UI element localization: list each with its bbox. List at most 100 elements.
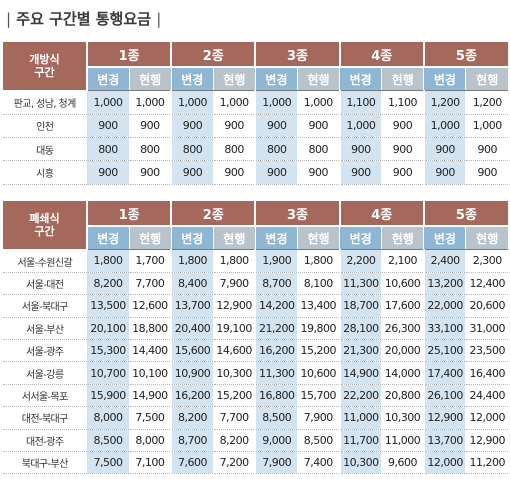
current-fare-cell: 1,800: [296, 249, 340, 273]
new-fare-cell: 900: [422, 137, 466, 162]
new-fare-cell: 14,900: [338, 361, 382, 385]
new-fare-cell: 8,200: [170, 406, 214, 430]
title-text: 주요 구간별 통행요금: [16, 10, 151, 28]
current-fare-cell: 2,100: [381, 249, 424, 273]
new-fare-cell: 800: [170, 137, 214, 162]
new-fare-cell: 21,300: [338, 339, 382, 363]
new-fare-header: 변경: [254, 67, 298, 91]
new-fare-header: 변경: [423, 67, 466, 91]
class-header: 5종: [422, 201, 509, 227]
current-fare-cell: 13,400: [296, 294, 340, 318]
current-fare-cell: 900: [296, 114, 340, 139]
class-header: 3종: [254, 201, 340, 227]
current-fare-cell: 11,200: [465, 451, 509, 475]
new-fare-header: 변경: [170, 67, 214, 91]
class-header: 3종: [254, 42, 340, 68]
new-fare-cell: 9,000: [254, 429, 298, 453]
new-fare-cell: 26,100: [422, 384, 466, 408]
current-fare-cell: 7,700: [212, 406, 256, 430]
new-fare-cell: 11,000: [338, 406, 382, 430]
section-label: 서울-광주: [3, 339, 88, 363]
new-fare-cell: 900: [338, 160, 382, 185]
new-fare-cell: 12,900: [422, 406, 466, 430]
table-row: 시흥 900 900 900 900 900 900 900 900 900 900: [3, 160, 509, 185]
current-fare-cell: 2,300: [465, 249, 509, 273]
new-fare-cell: 900: [254, 114, 298, 139]
table-row: 북대구-부산 7,500 7,100 7,600 7,200 7,900 7,400 10,3…: [3, 451, 509, 475]
current-fare-cell: 1,700: [128, 249, 172, 273]
current-fare-cell: 12,000: [465, 406, 509, 430]
open-system-header: 개방식 구간: [3, 42, 88, 92]
new-fare-cell: 25,100: [422, 339, 466, 363]
new-fare-cell: 11,700: [338, 429, 382, 453]
section-label: 인천: [3, 114, 88, 139]
current-fare-header: 현행: [296, 67, 340, 91]
current-fare-cell: 1,100: [381, 90, 424, 115]
table-row: 서서울-목포 15,900 14,900 16,200 15,200 16,800 15,7…: [3, 384, 509, 408]
new-fare-cell: 7,900: [254, 451, 298, 475]
current-fare-header: 현행: [128, 226, 172, 250]
current-fare-cell: 10,600: [381, 272, 424, 296]
new-fare-header: 변경: [339, 226, 382, 250]
current-fare-cell: 8,500: [296, 429, 340, 453]
new-fare-cell: 900: [170, 160, 214, 185]
current-fare-header: 현행: [296, 226, 340, 250]
new-fare-cell: 1,000: [422, 114, 466, 139]
current-fare-cell: 8,000: [128, 429, 172, 453]
new-fare-cell: 22,200: [338, 384, 382, 408]
current-fare-cell: 1,200: [465, 90, 509, 115]
section-label: 서울-부산: [3, 317, 88, 341]
new-fare-cell: 7,600: [170, 451, 214, 475]
closed-system-fare-table: 폐쇄식 구간 1종 2종 3종 4종 5종 변경 현행 변경 현행 변경 현행 …: [3, 201, 509, 475]
class-header: 4종: [338, 201, 424, 227]
new-fare-cell: 1,000: [338, 114, 382, 139]
current-fare-cell: 12,600: [128, 294, 172, 318]
new-fare-cell: 22,000: [422, 294, 466, 318]
current-fare-cell: 26,300: [381, 317, 424, 341]
current-fare-cell: 1,800: [212, 249, 256, 273]
title-bar-right: |: [156, 10, 162, 28]
new-fare-cell: 1,200: [422, 90, 466, 115]
new-fare-header: 변경: [339, 67, 382, 91]
new-fare-cell: 16,200: [170, 384, 214, 408]
new-fare-cell: 1,000: [86, 90, 130, 115]
open-system-fare-table: 개방식 구간 1종 2종 3종 4종 5종 변경 현행 변경 현행 변경 현행 …: [3, 42, 509, 185]
new-fare-cell: 1,100: [338, 90, 382, 115]
table-row: 대전-북대구 8,000 7,500 8,200 7,700 8,500 7,900 11,0…: [3, 406, 509, 430]
section-label: 서울-수원신갈: [3, 249, 88, 273]
new-fare-cell: 2,200: [338, 249, 382, 273]
new-fare-cell: 28,100: [338, 317, 382, 341]
current-fare-header: 현행: [465, 226, 509, 250]
new-fare-header: 변경: [423, 226, 466, 250]
new-fare-cell: 15,600: [170, 339, 214, 363]
new-fare-cell: 900: [338, 137, 382, 162]
current-fare-cell: 31,000: [465, 317, 509, 341]
current-fare-cell: 1,000: [465, 114, 509, 139]
current-fare-cell: 20,600: [465, 294, 509, 318]
new-fare-cell: 800: [254, 137, 298, 162]
current-fare-cell: 7,700: [128, 272, 172, 296]
current-fare-cell: 16,400: [465, 361, 509, 385]
current-fare-cell: 14,600: [212, 339, 256, 363]
new-fare-cell: 20,100: [86, 317, 130, 341]
new-fare-cell: 13,700: [422, 429, 466, 453]
current-fare-cell: 23,500: [465, 339, 509, 363]
new-fare-cell: 16,200: [254, 339, 298, 363]
current-fare-cell: 900: [296, 160, 340, 185]
current-fare-cell: 15,700: [296, 384, 340, 408]
new-fare-cell: 14,200: [254, 294, 298, 318]
new-fare-cell: 17,400: [422, 361, 466, 385]
table-row: 서울-광주 15,300 14,400 15,600 14,600 16,200 15,20…: [3, 339, 509, 363]
section-label: 북대구-부산: [3, 451, 88, 475]
new-fare-cell: 1,000: [254, 90, 298, 115]
section-label: 대전-광주: [3, 429, 88, 453]
current-fare-cell: 7,400: [296, 451, 340, 475]
new-fare-cell: 1,800: [86, 249, 130, 273]
current-fare-cell: 7,900: [212, 272, 256, 296]
current-fare-cell: 12,900: [212, 294, 256, 318]
closed-system-body: 서울-수원신갈 1,800 1,700 1,800 1,800 1,900 1,800 2,2…: [3, 249, 509, 475]
new-fare-cell: 11,300: [254, 361, 298, 385]
new-fare-cell: 20,400: [170, 317, 214, 341]
current-fare-cell: 800: [296, 137, 340, 162]
new-fare-cell: 8,700: [170, 429, 214, 453]
